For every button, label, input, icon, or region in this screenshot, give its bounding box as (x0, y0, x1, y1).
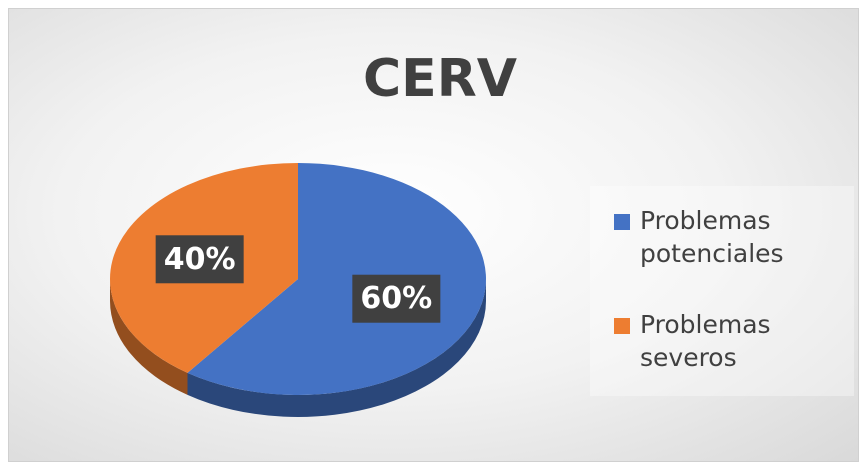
slice (187, 163, 486, 395)
legend: Problemas potenciales Problemas severos (590, 186, 854, 396)
data-label-box (352, 274, 441, 323)
legend-entry: Problemas potenciales (614, 204, 840, 270)
data-label: 40% (164, 242, 236, 277)
chart-title: CERV (363, 49, 517, 109)
legend-entry: Problemas severos (614, 308, 840, 374)
legend-label: Problemas potenciales (640, 206, 784, 268)
legend-label: Problemas severos (640, 310, 771, 372)
slice-side (110, 279, 188, 395)
legend-swatch (614, 214, 630, 230)
data-label: 60% (360, 281, 432, 316)
data-label-box (155, 235, 244, 284)
slice-side (187, 279, 486, 417)
legend-swatch (614, 318, 630, 334)
